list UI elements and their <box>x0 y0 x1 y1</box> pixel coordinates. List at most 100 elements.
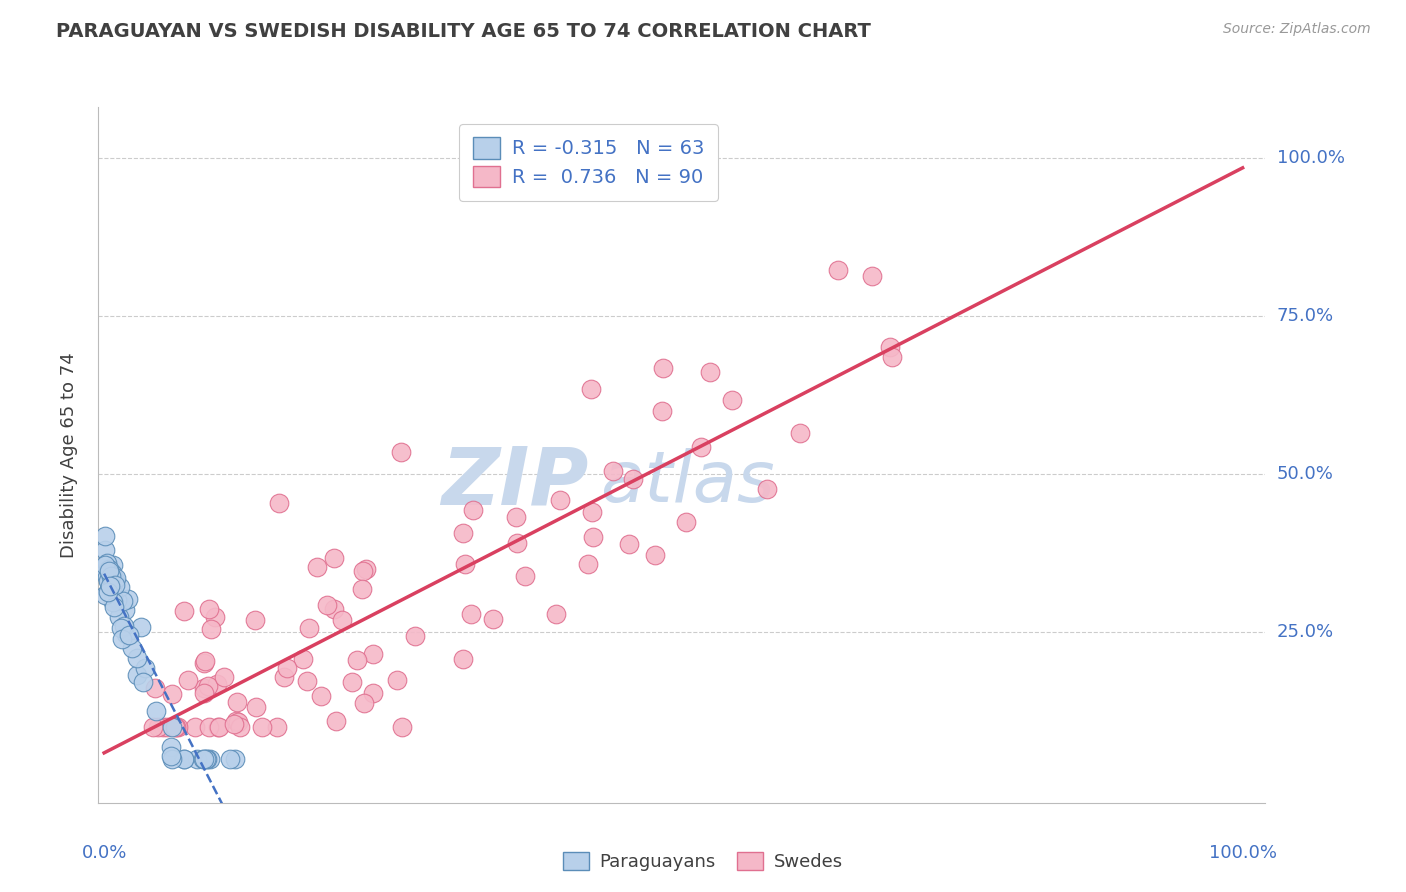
Point <box>152 720 174 734</box>
Point <box>104 578 127 592</box>
Point <box>342 674 364 689</box>
Point <box>160 751 183 765</box>
Point <box>145 704 167 718</box>
Point <box>212 670 235 684</box>
Point <box>103 574 125 588</box>
Point <box>644 549 666 563</box>
Point <box>224 751 246 765</box>
Point <box>142 720 165 734</box>
Point <box>207 720 229 734</box>
Point <box>325 714 347 729</box>
Point <box>544 607 567 621</box>
Point <box>193 656 215 670</box>
Point <box>173 605 195 619</box>
Point <box>222 716 245 731</box>
Point <box>651 404 673 418</box>
Point <box>228 714 250 729</box>
Point <box>186 751 208 765</box>
Point <box>756 482 779 496</box>
Point <box>163 720 186 734</box>
Point <box>195 751 218 765</box>
Point <box>309 689 332 703</box>
Point <box>94 529 117 543</box>
Point <box>827 262 849 277</box>
Text: 100.0%: 100.0% <box>1277 149 1344 167</box>
Point <box>218 751 240 765</box>
Point <box>346 653 368 667</box>
Point <box>160 687 183 701</box>
Point <box>101 574 124 589</box>
Point <box>880 351 903 365</box>
Text: 75.0%: 75.0% <box>1277 307 1334 325</box>
Point <box>108 581 131 595</box>
Point <box>101 582 124 597</box>
Point <box>98 567 121 582</box>
Point <box>198 601 221 615</box>
Point <box>621 472 644 486</box>
Point <box>200 622 222 636</box>
Point <box>581 531 603 545</box>
Point <box>292 651 315 665</box>
Text: ZIP: ZIP <box>441 443 589 522</box>
Point <box>101 595 124 609</box>
Point <box>97 574 120 588</box>
Point <box>198 720 221 734</box>
Point <box>690 441 713 455</box>
Point <box>267 496 290 510</box>
Point <box>699 365 721 379</box>
Point <box>879 340 901 354</box>
Point <box>94 543 117 558</box>
Point <box>315 598 337 612</box>
Point <box>350 582 373 596</box>
Point <box>354 562 377 576</box>
Point <box>166 720 188 734</box>
Point <box>110 621 132 635</box>
Text: 50.0%: 50.0% <box>1277 465 1333 483</box>
Point <box>194 654 217 668</box>
Point <box>789 425 811 440</box>
Point <box>184 720 207 734</box>
Point <box>602 464 624 478</box>
Point <box>453 652 475 666</box>
Point <box>173 751 195 765</box>
Point <box>101 558 124 572</box>
Point <box>550 493 572 508</box>
Point <box>173 751 195 765</box>
Point <box>114 603 136 617</box>
Point <box>100 576 122 591</box>
Point <box>134 661 156 675</box>
Point <box>107 595 129 609</box>
Point <box>121 640 143 655</box>
Point <box>159 739 181 754</box>
Point <box>322 551 344 566</box>
Point <box>159 749 181 764</box>
Point <box>103 599 125 614</box>
Point <box>117 592 139 607</box>
Point <box>482 612 505 626</box>
Point <box>720 393 742 408</box>
Point <box>193 686 215 700</box>
Point <box>97 565 120 579</box>
Point <box>112 618 135 632</box>
Point <box>198 751 221 765</box>
Point <box>353 696 375 710</box>
Point <box>96 570 118 584</box>
Point <box>193 681 215 696</box>
Point <box>454 558 477 572</box>
Legend: Paraguayans, Swedes: Paraguayans, Swedes <box>557 845 849 879</box>
Point <box>361 647 384 661</box>
Point <box>862 269 884 284</box>
Point <box>160 720 183 734</box>
Point <box>385 673 408 688</box>
Point <box>125 651 148 665</box>
Point <box>208 720 231 734</box>
Point <box>322 602 344 616</box>
Text: 0.0%: 0.0% <box>82 845 127 863</box>
Text: 25.0%: 25.0% <box>1277 623 1334 641</box>
Point <box>165 720 187 734</box>
Point <box>98 568 121 582</box>
Text: 100.0%: 100.0% <box>1209 845 1277 863</box>
Point <box>195 751 218 765</box>
Point <box>103 574 125 589</box>
Point <box>451 525 474 540</box>
